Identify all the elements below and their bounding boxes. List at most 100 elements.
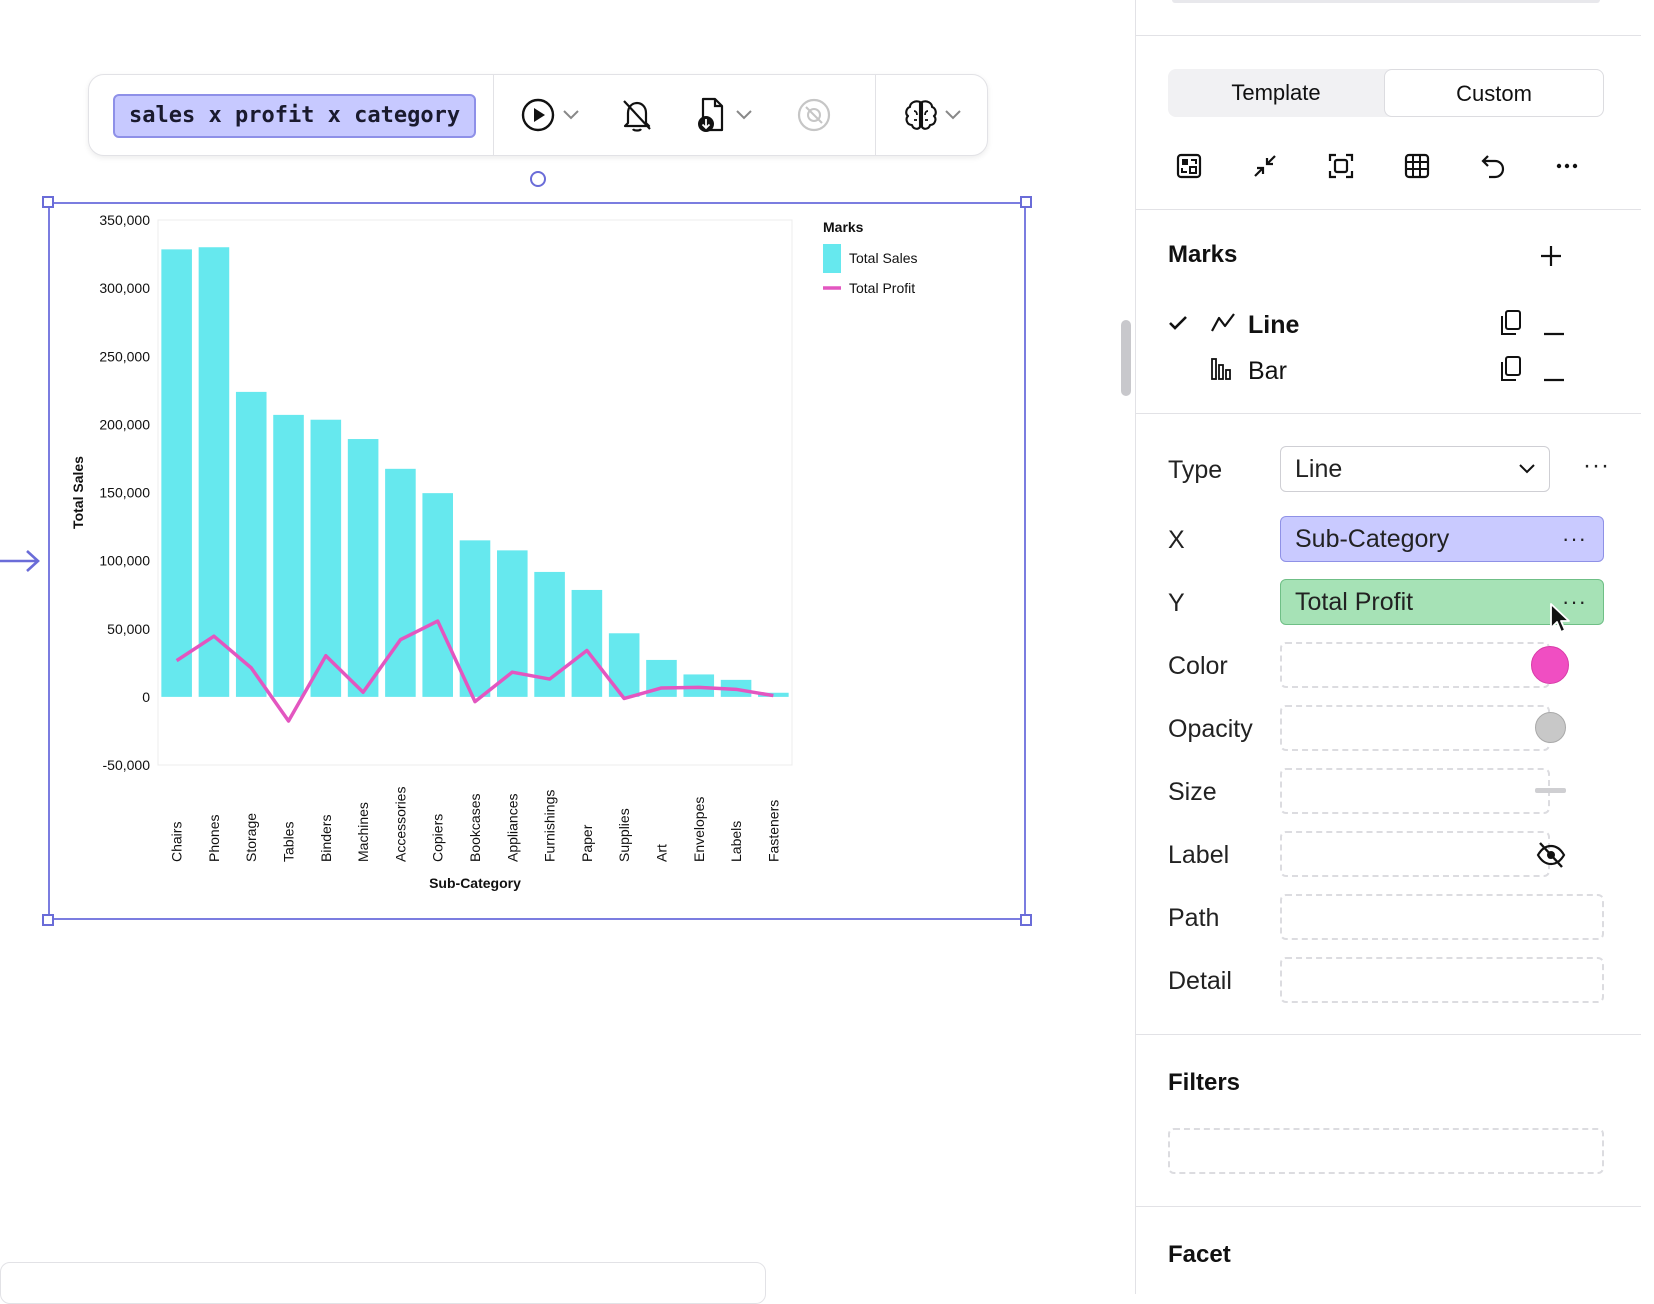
resize-handle-top-left[interactable]	[42, 196, 54, 208]
chart-title-badge[interactable]: sales x profit x category	[113, 94, 477, 138]
mouse-cursor-icon	[1549, 602, 1573, 641]
plot-frame	[157, 219, 793, 766]
plus-icon	[1539, 246, 1563, 272]
mark-label: Bar	[1248, 357, 1287, 385]
marks-title: Marks	[1168, 241, 1238, 268]
y-tick-label: -50,000	[103, 757, 151, 773]
size-indicator[interactable]	[1535, 788, 1566, 793]
arrow-right-icon	[0, 548, 42, 579]
disabled-circle-icon	[797, 98, 831, 132]
x-tick-label: Fasteners	[765, 800, 781, 862]
type-value: Line	[1295, 455, 1343, 483]
legend-title: Marks	[823, 219, 864, 235]
bell-off-icon	[620, 97, 654, 133]
bar	[161, 249, 192, 697]
divider	[1136, 1034, 1641, 1035]
y-tick-label: 50,000	[107, 621, 150, 637]
type-select[interactable]: Line	[1280, 446, 1550, 492]
bar	[571, 589, 603, 697]
x-tick-label: Phones	[206, 815, 222, 862]
run-button[interactable]	[521, 93, 579, 137]
opacity-swatch[interactable]	[1535, 712, 1566, 743]
frame-icon[interactable]	[1325, 150, 1357, 182]
profit-line	[175, 619, 774, 723]
legend-label: Total Profit	[849, 280, 915, 296]
type-more-icon[interactable]: ···	[1583, 452, 1610, 479]
tab-template[interactable]: Template	[1231, 80, 1321, 105]
toolbar-divider	[493, 75, 494, 155]
ai-assist-button[interactable]	[903, 93, 961, 137]
color-swatch[interactable]	[1531, 646, 1569, 684]
layout-swap-icon[interactable]	[1173, 150, 1205, 182]
chart-selection-box[interactable]	[48, 202, 1026, 920]
canvas-area[interactable]: sales x profit x category	[0, 0, 1135, 1304]
vertical-scrollbar[interactable]	[1121, 320, 1131, 396]
y-tick-label: 250,000	[99, 348, 150, 364]
facet-title: Facet	[1168, 1241, 1231, 1268]
chevron-down-icon	[945, 110, 961, 120]
x-tick-label: Binders	[318, 815, 334, 862]
disabled-action-button[interactable]	[797, 93, 831, 137]
color-drop-zone[interactable]	[1280, 642, 1550, 688]
y-tick-label: 300,000	[99, 280, 150, 296]
y-axis-title: Total Sales	[70, 456, 86, 529]
remove-icon[interactable]	[1542, 369, 1566, 387]
x-tick-label: Chairs	[169, 822, 185, 862]
legend-label: Total Sales	[849, 250, 917, 266]
bar	[198, 247, 230, 697]
bar	[273, 414, 304, 697]
divider	[1136, 209, 1641, 210]
opacity-drop-zone[interactable]	[1280, 705, 1550, 751]
divider	[1136, 35, 1641, 36]
rotate-handle[interactable]	[530, 171, 546, 187]
x-field-pill[interactable]: Sub-Category ···	[1280, 516, 1604, 562]
panel-top-field	[1172, 0, 1600, 3]
x-tick-label: Storage	[243, 813, 259, 862]
mark-label: Line	[1248, 311, 1300, 339]
legend-swatch-bar	[823, 244, 841, 273]
export-button[interactable]	[694, 93, 752, 137]
x-tick-label: Envelopes	[691, 797, 707, 862]
mark-item-line[interactable]: Line	[1168, 305, 1608, 345]
table-icon[interactable]	[1401, 150, 1433, 182]
bar	[310, 419, 342, 697]
y-tick-label: 200,000	[99, 416, 150, 432]
bar	[459, 540, 491, 697]
divider	[1136, 413, 1641, 414]
remove-icon[interactable]	[1542, 323, 1566, 341]
minimize-icon[interactable]	[1249, 150, 1281, 182]
label-drop-zone[interactable]	[1280, 831, 1550, 877]
filters-drop-zone[interactable]	[1168, 1128, 1604, 1174]
properties-panel: Template Custom Marks Line	[1135, 0, 1641, 1294]
label-label: Label	[1168, 841, 1230, 869]
y-more-icon[interactable]: ···	[1562, 589, 1587, 614]
play-icon	[521, 98, 555, 132]
bottom-panel	[0, 1262, 766, 1304]
eye-off-icon[interactable]	[1536, 841, 1566, 874]
y-tick-label: 150,000	[99, 485, 150, 501]
duplicate-icon[interactable]	[1498, 309, 1522, 342]
duplicate-icon[interactable]	[1498, 355, 1522, 388]
size-drop-zone[interactable]	[1280, 768, 1550, 814]
x-axis-title: Sub-Category	[429, 875, 521, 891]
notifications-button[interactable]	[620, 93, 654, 137]
path-drop-zone[interactable]	[1280, 894, 1604, 940]
tab-custom[interactable]: Custom	[1384, 69, 1604, 117]
y-field-pill[interactable]: Total Profit ···	[1280, 579, 1604, 625]
mark-item-bar[interactable]: Bar	[1168, 351, 1608, 391]
x-tick-label: Furnishings	[542, 790, 558, 862]
x-more-icon[interactable]: ···	[1562, 526, 1587, 551]
resize-handle-bottom-left[interactable]	[42, 914, 54, 926]
add-mark-button[interactable]	[1539, 244, 1563, 273]
path-label: Path	[1168, 904, 1220, 932]
brain-icon	[903, 98, 939, 132]
color-label: Color	[1168, 652, 1228, 680]
undo-icon[interactable]	[1477, 150, 1509, 182]
detail-drop-zone[interactable]	[1280, 957, 1604, 1003]
bar-chart-icon	[1210, 356, 1236, 387]
resize-handle-top-right[interactable]	[1020, 196, 1032, 208]
x-tick-label: Art	[653, 844, 669, 862]
more-icon[interactable]	[1551, 150, 1583, 182]
resize-handle-bottom-right[interactable]	[1020, 914, 1032, 926]
opacity-label: Opacity	[1168, 715, 1253, 743]
